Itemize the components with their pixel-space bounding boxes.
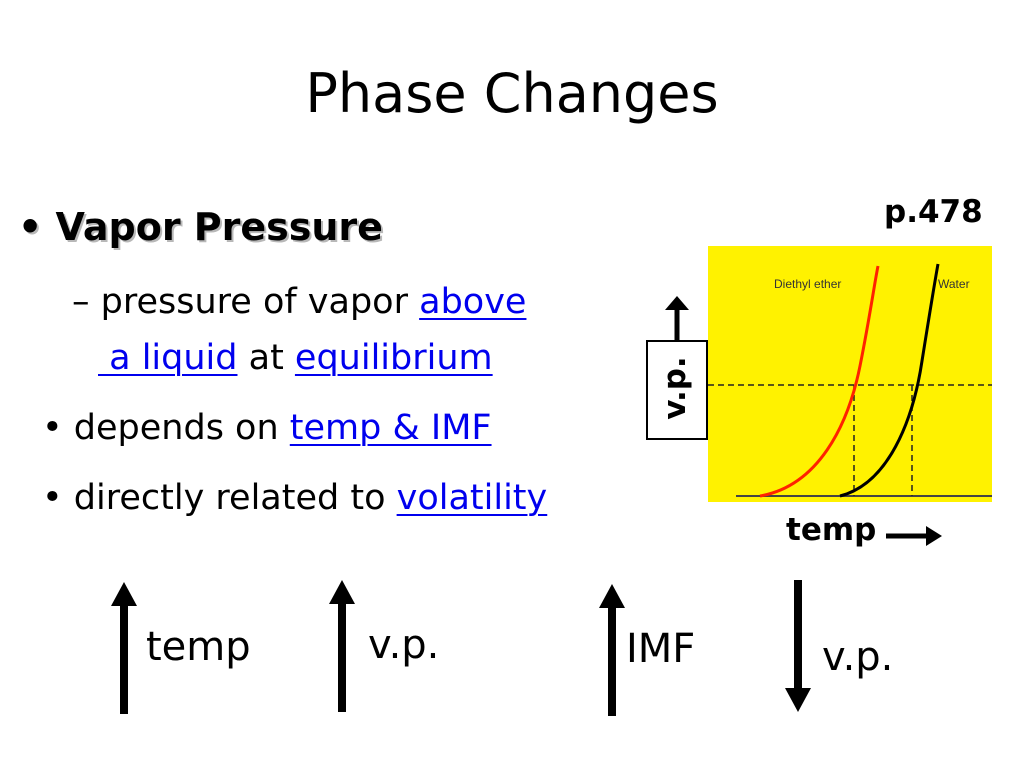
- definition-line-2: a liquid at equilibrium: [98, 338, 493, 378]
- definition-middle: at: [237, 338, 295, 378]
- heading-vapor-pressure: • Vapor Pressure: [18, 205, 383, 249]
- bullet-depends: • depends on temp & IMF: [42, 408, 492, 448]
- link-temp-imf[interactable]: temp & IMF: [289, 408, 492, 448]
- ether-curve: [759, 265, 880, 498]
- definition-line-1: – pressure of vapor above: [72, 282, 526, 322]
- definition-dash: –: [72, 282, 90, 322]
- heading-text: Vapor Pressure: [55, 205, 383, 249]
- relationship-vp-label-1: v.p.: [368, 622, 440, 668]
- imf-up-arrow-icon: [599, 584, 625, 716]
- page-reference: p.478: [884, 194, 983, 230]
- link-a-liquid[interactable]: a liquid: [98, 338, 238, 378]
- temp-up-arrow-icon: [111, 582, 137, 714]
- vp-axis-up-arrow-icon: [665, 296, 689, 342]
- ether-label: Diethyl ether: [774, 277, 841, 291]
- vp-up-arrow-icon-1: [329, 580, 355, 712]
- bullet-depends-prefix: depends on: [73, 408, 290, 448]
- link-volatility[interactable]: volatility: [396, 478, 548, 518]
- relationship-temp-label: temp: [146, 624, 251, 670]
- link-equilibrium[interactable]: equilibrium: [294, 338, 493, 378]
- definition-prefix: pressure of vapor: [100, 282, 420, 322]
- bullet-related-prefix: directly related to: [73, 478, 397, 518]
- heading-bullet: •: [18, 205, 43, 249]
- slide-title: Phase Changes: [305, 62, 719, 125]
- bullet-depends-dot: •: [42, 408, 63, 448]
- relationship-imf-label: IMF: [626, 626, 696, 672]
- temp-axis-right-arrow-icon: [886, 526, 942, 546]
- temp-axis-label: temp: [786, 512, 877, 548]
- vapor-pressure-graph: Diethyl ether Water: [708, 246, 992, 502]
- vp-axis-label: v.p.: [657, 356, 693, 420]
- water-label: Water: [938, 277, 970, 291]
- vp-axis-label-box: [646, 340, 708, 440]
- bullet-related: • directly related to volatility: [42, 478, 547, 518]
- water-curve: [839, 263, 940, 498]
- bullet-related-dot: •: [42, 478, 63, 518]
- link-above[interactable]: above: [419, 282, 527, 322]
- relationship-vp-label-2: v.p.: [822, 634, 894, 680]
- vp-down-arrow-icon: [785, 580, 811, 712]
- graph-svg: Diethyl ether Water: [708, 263, 992, 498]
